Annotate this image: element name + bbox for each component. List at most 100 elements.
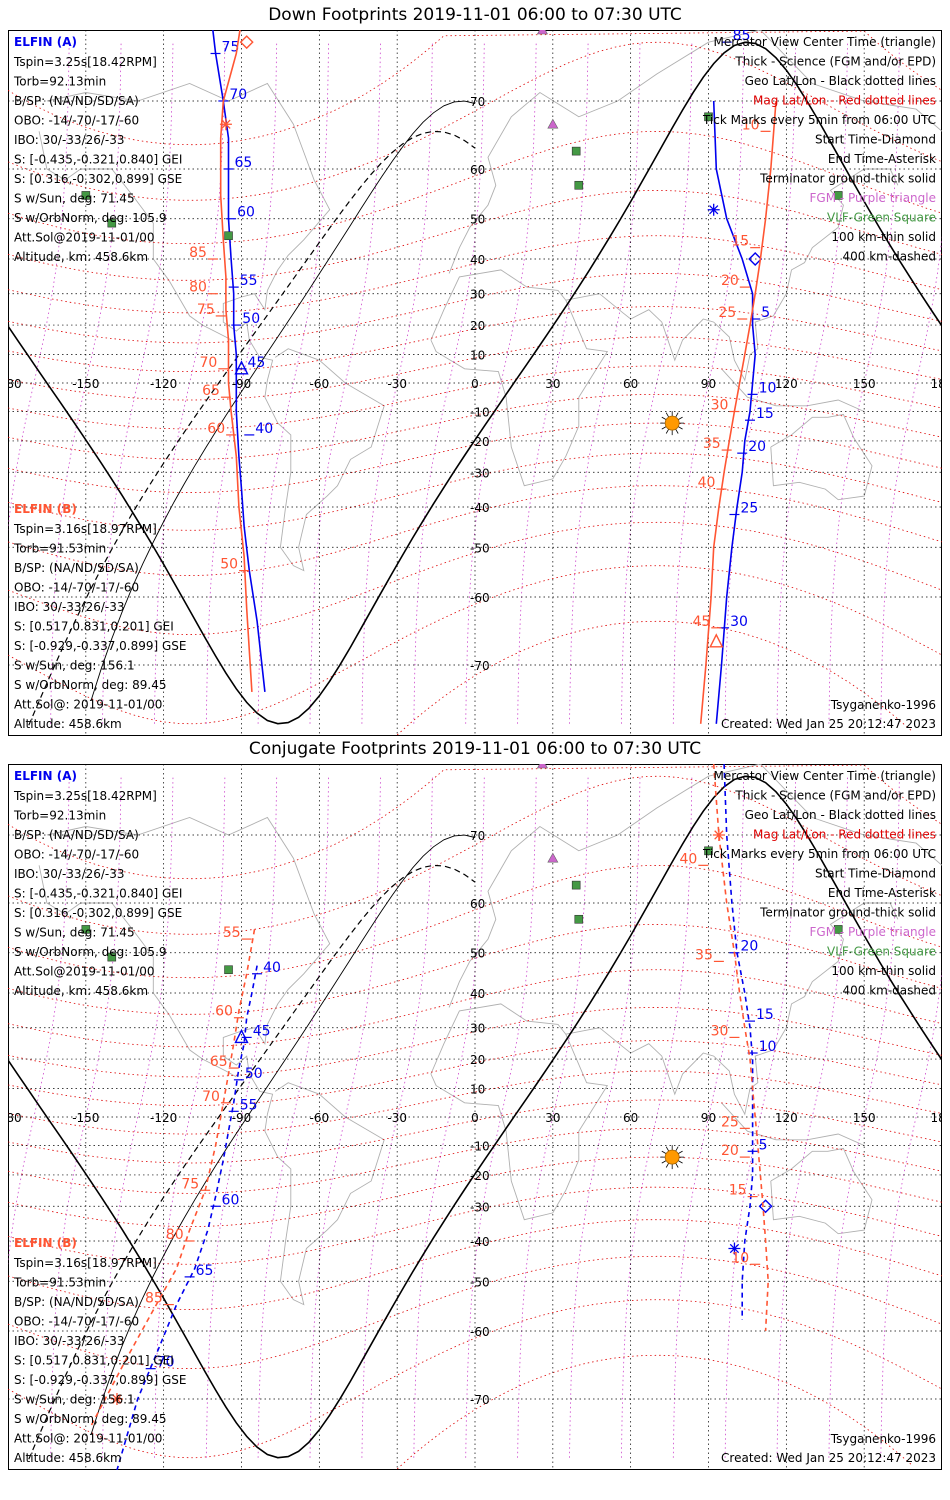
mag-lon-line xyxy=(672,42,745,724)
center-time-triangle xyxy=(234,360,249,375)
elfin-b-info-line: Torb=91.53min xyxy=(13,542,106,556)
lat-tick-label: 30 xyxy=(470,288,485,302)
vlf-station-marker xyxy=(224,965,233,975)
mag-lat-line xyxy=(8,235,942,314)
elfin-b-info-line: Altitude: 458.6km xyxy=(14,1451,122,1465)
mag-lon-line xyxy=(776,42,848,724)
track-tick-label: 60 xyxy=(237,205,255,221)
lat-tick-label: 40 xyxy=(470,987,485,1001)
mag-lon-line xyxy=(102,42,174,724)
track-tick-label: 10 xyxy=(759,1039,777,1055)
track-tick-label: 65 xyxy=(235,155,253,171)
track-tick-label: 10 xyxy=(742,117,760,133)
track-tick-label: 65 xyxy=(196,1263,214,1279)
lon-tick-label: -180 xyxy=(8,1111,22,1125)
lon-tick-label: -90 xyxy=(232,377,252,391)
lon-tick-label: 90 xyxy=(701,377,716,391)
lat-tick-label: 20 xyxy=(470,319,485,333)
end-time-asterisk xyxy=(219,118,232,131)
track-tick-label: 60 xyxy=(222,1192,240,1208)
track-tick-label: 20 xyxy=(740,939,758,955)
legend-line: FGM - Purple triangle xyxy=(810,191,937,205)
elfin-b-info-line: S w/Sun, deg: 156.1 xyxy=(14,1393,135,1407)
model-label: Tsyganenko-1996 xyxy=(830,698,936,712)
lat-tick-label: 60 xyxy=(470,897,485,911)
track-tick-label: 70 xyxy=(200,355,218,371)
mag-lon-line xyxy=(672,776,745,1458)
legend-line: Mercator View Center Time (triangle) xyxy=(714,35,936,49)
coastline-5 xyxy=(770,413,873,501)
sun-ray xyxy=(678,416,683,420)
start-time-diamond xyxy=(239,35,254,50)
end-time-asterisk xyxy=(110,1393,123,1406)
mag-lat-line xyxy=(8,272,942,344)
fov-400km-line xyxy=(28,130,476,726)
mag-lon-line xyxy=(465,776,537,1458)
track-tick-label: 50 xyxy=(220,557,238,573)
track-tick-label: 55 xyxy=(240,1097,258,1113)
lat-tick-label: -10 xyxy=(470,1140,490,1154)
mag-lon-line xyxy=(257,776,329,1458)
track-tick-label: 5 xyxy=(759,1137,768,1153)
sun-ray xyxy=(675,1162,679,1168)
elfin-a-info-line: Tspin=3.25s[18.42RPM] xyxy=(13,789,157,803)
elfin-b-info-line: Tspin=3.16s[18.97RPM] xyxy=(13,1256,157,1270)
track-tick-label: 50 xyxy=(245,1066,263,1082)
track-a-0 xyxy=(212,30,266,692)
coastline-4 xyxy=(565,902,899,1116)
coastline-3 xyxy=(430,269,609,487)
fov-100km-line xyxy=(90,100,476,701)
mag-lon-line xyxy=(102,776,174,1458)
track-tick-label: 25 xyxy=(718,305,736,321)
center-time-triangle xyxy=(709,633,724,648)
legend-line: Terminator ground-thick solid xyxy=(759,172,936,186)
legend-line: Thick - Science (FGM and/or EPD) xyxy=(734,55,936,69)
sun-icon xyxy=(664,415,680,431)
track-a-0 xyxy=(116,965,258,1470)
track-tick-label: 85 xyxy=(189,245,207,261)
track-tick-label: 20 xyxy=(721,1143,739,1159)
lat-tick-label: 10 xyxy=(470,1082,485,1096)
mag-lat-line xyxy=(8,969,942,1048)
lon-tick-label: 30 xyxy=(545,1111,560,1125)
elfin-a-info-line: IBO: 30/-33/26/-33 xyxy=(14,133,125,147)
legend-line: FGM - Purple triangle xyxy=(810,925,937,939)
mag-lon-line xyxy=(361,776,433,1458)
lon-tick-label: 150 xyxy=(853,1111,876,1125)
mag-lon-line xyxy=(154,42,226,724)
mag-lon-line xyxy=(880,967,942,1458)
lat-tick-label: -40 xyxy=(470,501,490,515)
track-tick-label: 20 xyxy=(748,439,766,455)
vlf-station-marker xyxy=(574,914,584,924)
vlf-station-marker xyxy=(571,880,581,890)
lat-tick-label: 50 xyxy=(470,213,485,227)
track-tick-label: 55 xyxy=(223,925,241,941)
coastline-5 xyxy=(770,1147,873,1235)
legend-line: Thick - Science (FGM and/or EPD) xyxy=(734,789,936,803)
sun-ray xyxy=(665,428,670,434)
lon-tick-label: 0 xyxy=(471,377,479,391)
track-tick-label: 85 xyxy=(145,1291,163,1307)
elfin-b-header: ELFIN (B) xyxy=(14,1236,77,1250)
mag-lat-line xyxy=(8,923,942,1015)
elfin-a-header: ELFIN (A) xyxy=(14,35,77,49)
track-tick-label: 35 xyxy=(703,436,721,452)
mag-lon-line xyxy=(309,776,381,1458)
track-tick-label: 25 xyxy=(721,1114,739,1130)
mag-lon-line xyxy=(154,776,226,1458)
track-tick-label: 10 xyxy=(731,1250,749,1266)
legend-line: Geo Lat/Lon - Black dotted lines xyxy=(745,808,936,822)
elfin-b-info-line: OBO: -14/-70/-17/-60 xyxy=(14,1315,139,1329)
track-tick-label: 60 xyxy=(207,421,225,437)
legend-line: End Time-Asterisk xyxy=(828,886,936,900)
track-tick-label: 30 xyxy=(711,1023,729,1039)
lon-tick-label: 150 xyxy=(853,377,876,391)
track-tick-label: 70 xyxy=(157,1355,175,1371)
track-b-2 xyxy=(90,929,256,1427)
mag-lon-line xyxy=(205,776,278,1458)
mag-lon-line xyxy=(257,42,329,724)
lat-tick-label: -30 xyxy=(470,1200,490,1214)
track-tick-label: 50 xyxy=(242,311,260,327)
mag-lon-line xyxy=(309,42,381,724)
elfin-b-info-line: Altitude: 458.6km xyxy=(14,717,122,731)
